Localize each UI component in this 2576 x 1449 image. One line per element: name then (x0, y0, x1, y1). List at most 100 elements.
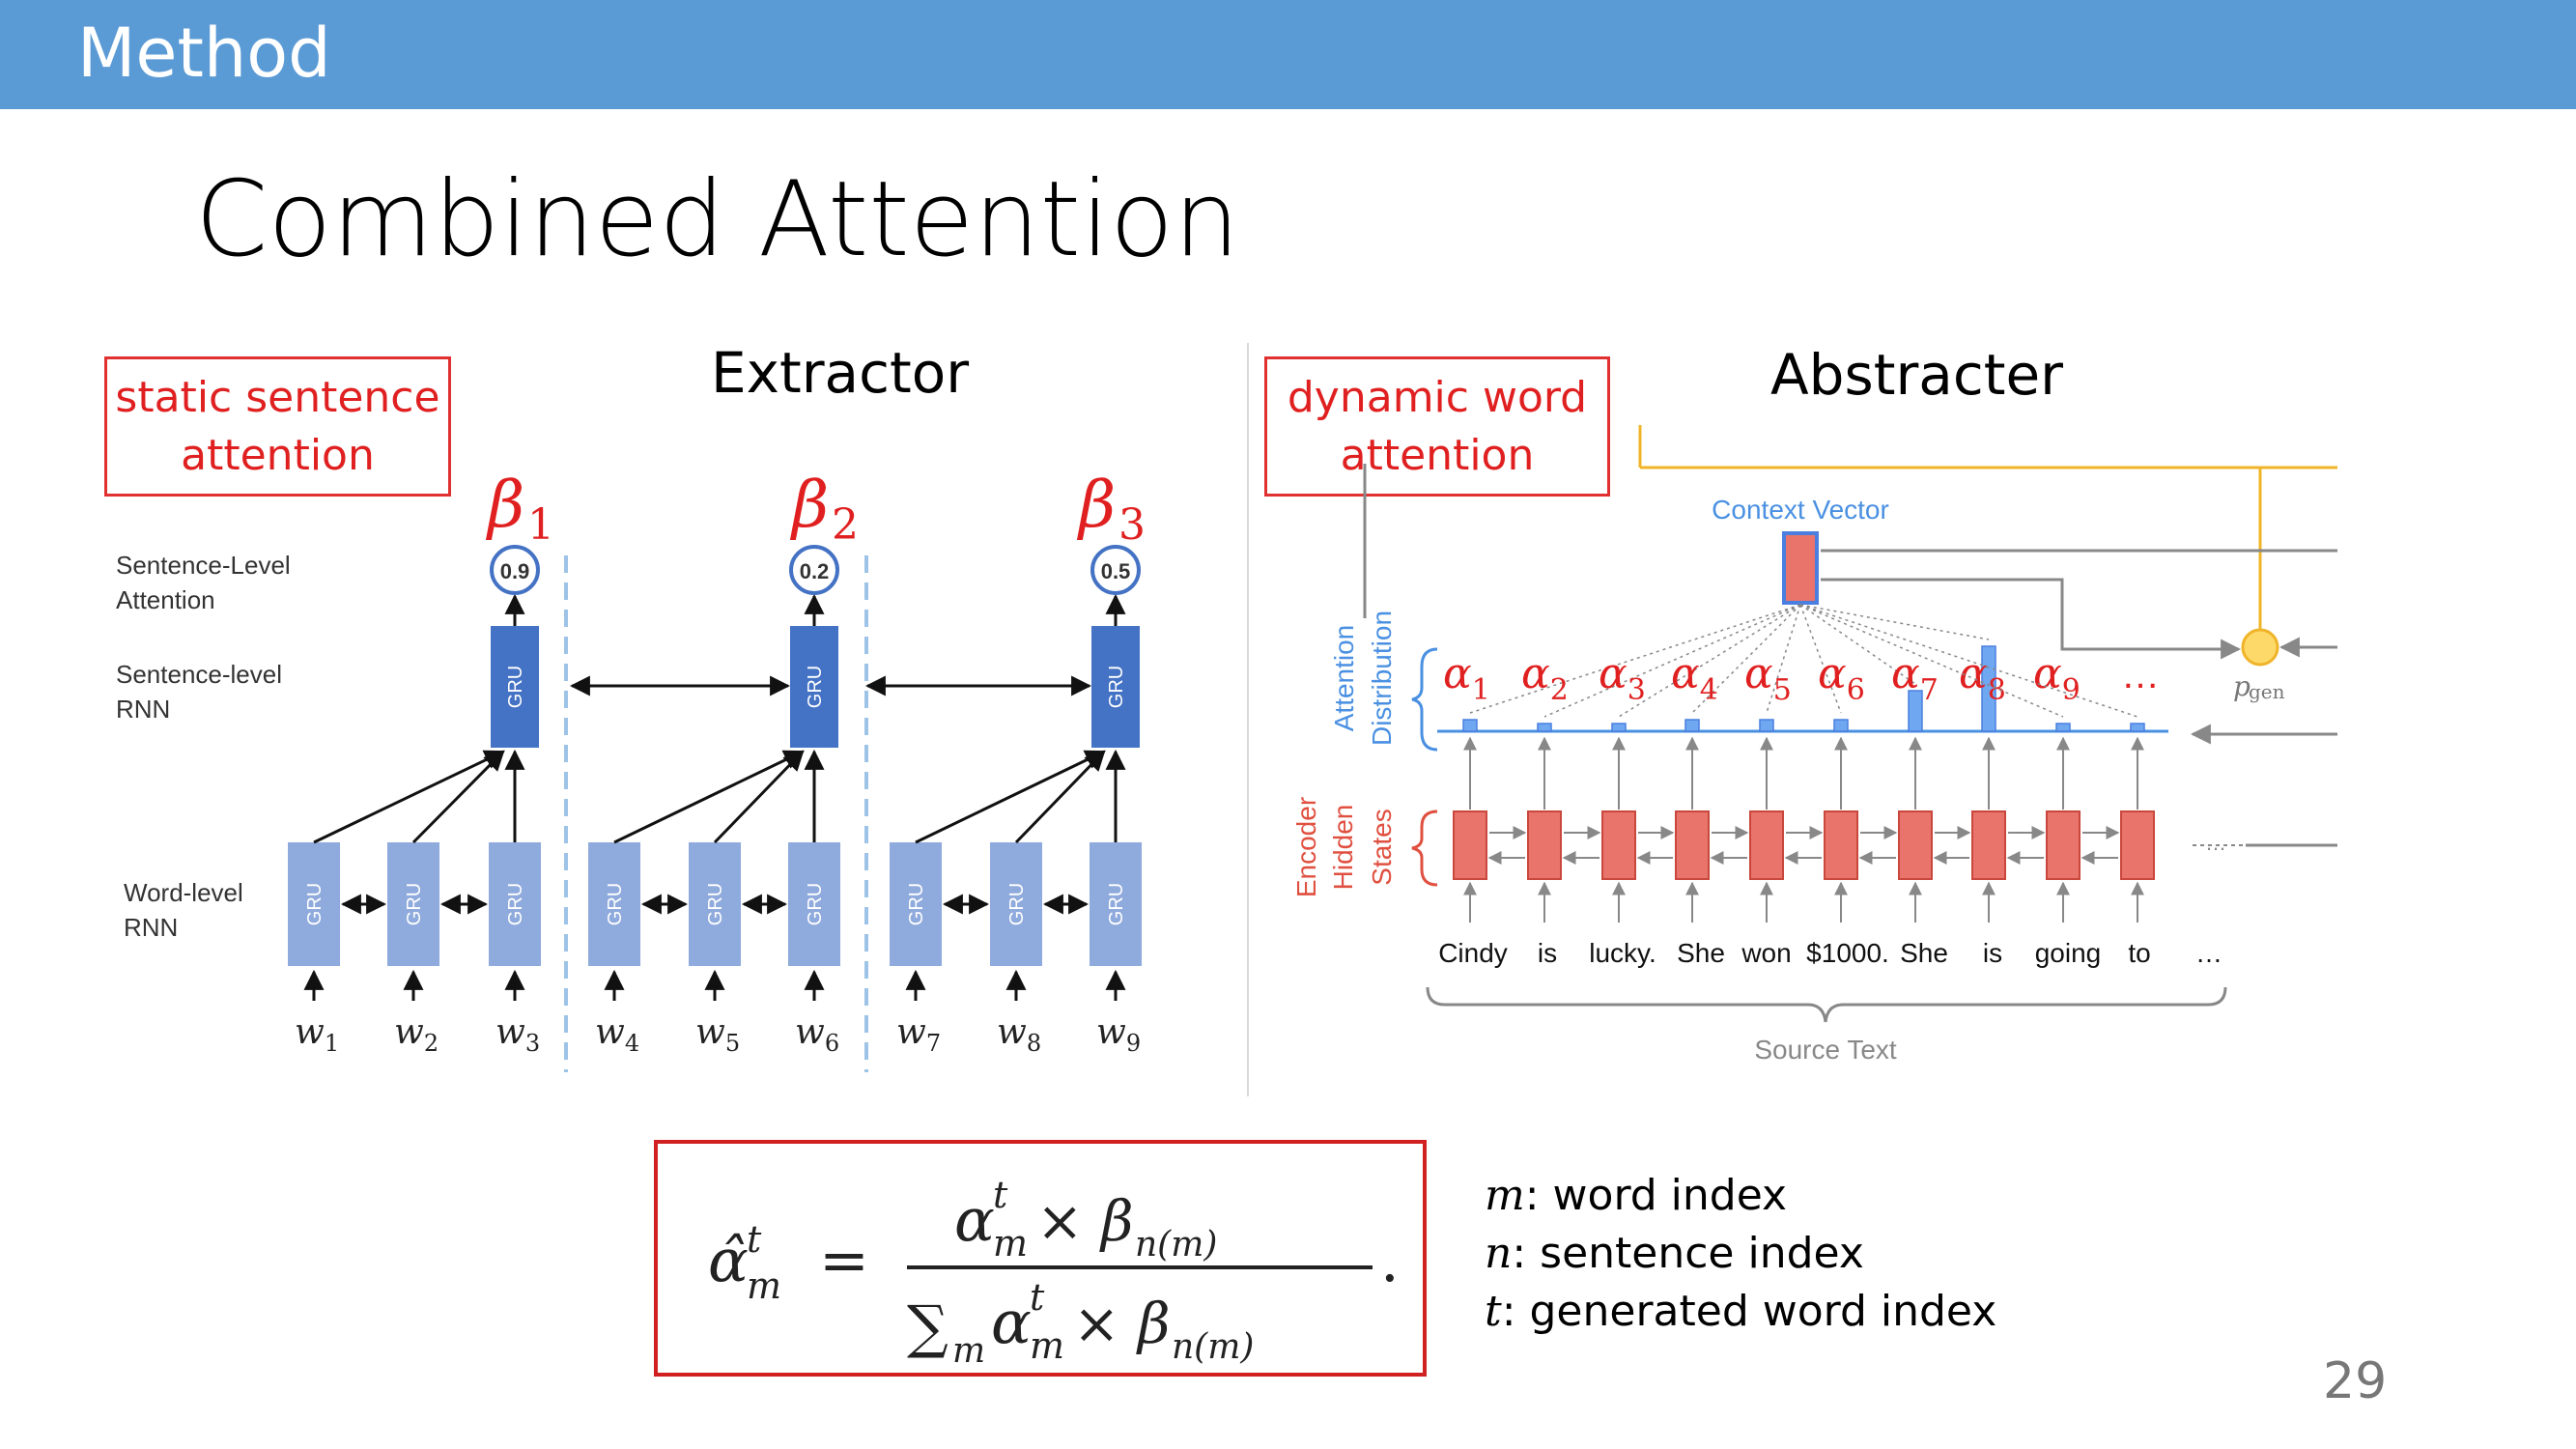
gru-label: GRU (605, 883, 626, 925)
legend-var: t (1485, 1287, 1502, 1336)
dynamic-word-attention-callout: dynamic word attention (1264, 356, 1610, 497)
source-token: $1000. (1806, 938, 1889, 968)
alpha-label: α2 (1521, 649, 1569, 707)
word-to-sentence-arrow (613, 750, 805, 844)
encoder-state (1898, 810, 1933, 880)
attention-link (1799, 604, 2064, 718)
attention-bar (1908, 690, 1923, 732)
source-text-label: Source Text (1754, 1035, 1897, 1065)
attention-bar (1981, 645, 1996, 732)
word-gru (489, 842, 541, 966)
den-sum: ∑ (907, 1293, 948, 1361)
word-token: w8 (997, 1012, 1041, 1057)
word-token: w1 (295, 1012, 339, 1057)
sentence-block-3: 0.5 GRU β 3 (1076, 468, 1146, 748)
formula-period: . (1380, 1225, 1400, 1295)
encoder-state (1824, 810, 1858, 880)
legend-var: n (1485, 1229, 1513, 1278)
section-title: Method (77, 14, 331, 93)
context-to-pgen-line (1821, 578, 2242, 660)
legend-desc: : sentence index (1512, 1229, 1864, 1278)
encoder-state (1675, 810, 1710, 880)
source-token: going (2035, 938, 2102, 968)
alpha-label: α7 (1891, 649, 1939, 707)
static-sentence-attention-callout: static sentence attention (104, 356, 451, 497)
state-ellipsis: … (2205, 831, 2226, 855)
pgen-node (2241, 628, 2279, 667)
attention-bar (1759, 719, 1774, 732)
legend-word-index: m: word index (1485, 1171, 1787, 1220)
callout-line-1: dynamic word (1287, 373, 1588, 422)
word-gru (689, 842, 741, 966)
pgen-label: p (2233, 670, 2250, 702)
word-gru (588, 842, 640, 966)
source-token: to (2128, 938, 2150, 968)
attention-link (1691, 604, 1801, 714)
attention-weight-circle (490, 545, 540, 595)
attention-bar (2130, 723, 2145, 732)
attention-brace (1411, 647, 1438, 752)
legend-sentence-index: n: sentence index (1485, 1229, 1864, 1278)
word-gru (890, 842, 942, 966)
legend-generated-word-index: t: generated word index (1485, 1287, 1996, 1336)
formula-equals: = (819, 1225, 869, 1295)
gru-label: GRU (304, 883, 326, 925)
beta-2-symbol: β (789, 468, 829, 542)
word-token: w3 (495, 1012, 540, 1057)
beta-1-symbol: β (485, 468, 524, 542)
attention-link (1799, 604, 1990, 640)
word-level-gru-row: GRU GRU GRU GRU GRU GRU GRU GRU GRU (288, 749, 1142, 1001)
panel-divider (1247, 343, 1249, 1096)
num-alpha-sup: t (993, 1174, 1008, 1216)
context-vector (1782, 531, 1819, 605)
gru-label: GRU (505, 666, 526, 708)
alpha-label: α6 (1818, 649, 1865, 707)
attention-bar (1611, 723, 1627, 732)
word-token: w4 (595, 1012, 639, 1057)
gru-label: GRU (1006, 883, 1028, 925)
encoder-state (1971, 810, 2006, 880)
sentence-block-2: 0.2 GRU β 2 (789, 468, 859, 748)
source-token: She (1677, 938, 1725, 968)
gru-label: GRU (1106, 666, 1127, 708)
den-beta-sub: n(m) (1172, 1327, 1254, 1367)
encoder-state (1527, 810, 1562, 880)
attention-link (1799, 604, 2138, 718)
formula-lhs: α̂ (708, 1225, 749, 1295)
word-to-sentence-arrow (411, 750, 505, 844)
word-label-row: w1 w2 w3 w4 w5 w6 w7 w8 w9 (295, 1012, 1141, 1057)
attention-bar (1833, 719, 1849, 732)
header-bar: Method (0, 0, 2576, 109)
source-token: won (1741, 938, 1791, 968)
gru-label: GRU (705, 883, 726, 925)
gru-label: GRU (805, 666, 826, 708)
word-token: w7 (896, 1012, 941, 1057)
sentence-gru (790, 626, 838, 748)
gru-label: GRU (1106, 883, 1127, 925)
encoder-columns: α1 α2 α3 α4 α5 α6 α7 α8 α9 …Cindy is lucky. She won $1… (1438, 604, 2222, 968)
callout-line-2: attention (1340, 431, 1535, 480)
formula-lhs-sup: t (747, 1218, 762, 1261)
row-label-word-rnn-2: RNN (124, 913, 178, 942)
row-label-sent-attention-2: Attention (116, 585, 215, 614)
den-beta: × β (1073, 1291, 1171, 1356)
row-label-sent-attention-1: Sentence-Level (116, 551, 291, 580)
den-sum-sub: m (952, 1331, 985, 1371)
legend-desc: : word index (1524, 1171, 1788, 1220)
encoder-brace (1411, 810, 1438, 887)
attention-link (1766, 604, 1801, 714)
encoder-state (2046, 810, 2081, 880)
attention-distribution-label-1: Attention (1329, 625, 1359, 732)
slide-title: Combined Attention (195, 159, 1240, 280)
num-alpha-sub: m (993, 1222, 1028, 1264)
alpha-ellipsis: … (2121, 654, 2160, 696)
extractor-label: Extractor (711, 340, 970, 406)
sentence-block-1: 0.9 GRU β 1 (485, 468, 554, 748)
gru-label: GRU (805, 883, 826, 925)
gru-label: GRU (404, 883, 425, 925)
beta-2-subscript: 2 (832, 500, 859, 550)
alpha-label: α5 (1744, 649, 1792, 707)
attention-weight: 0.5 (1101, 559, 1131, 583)
alpha-label: α1 (1443, 649, 1490, 707)
